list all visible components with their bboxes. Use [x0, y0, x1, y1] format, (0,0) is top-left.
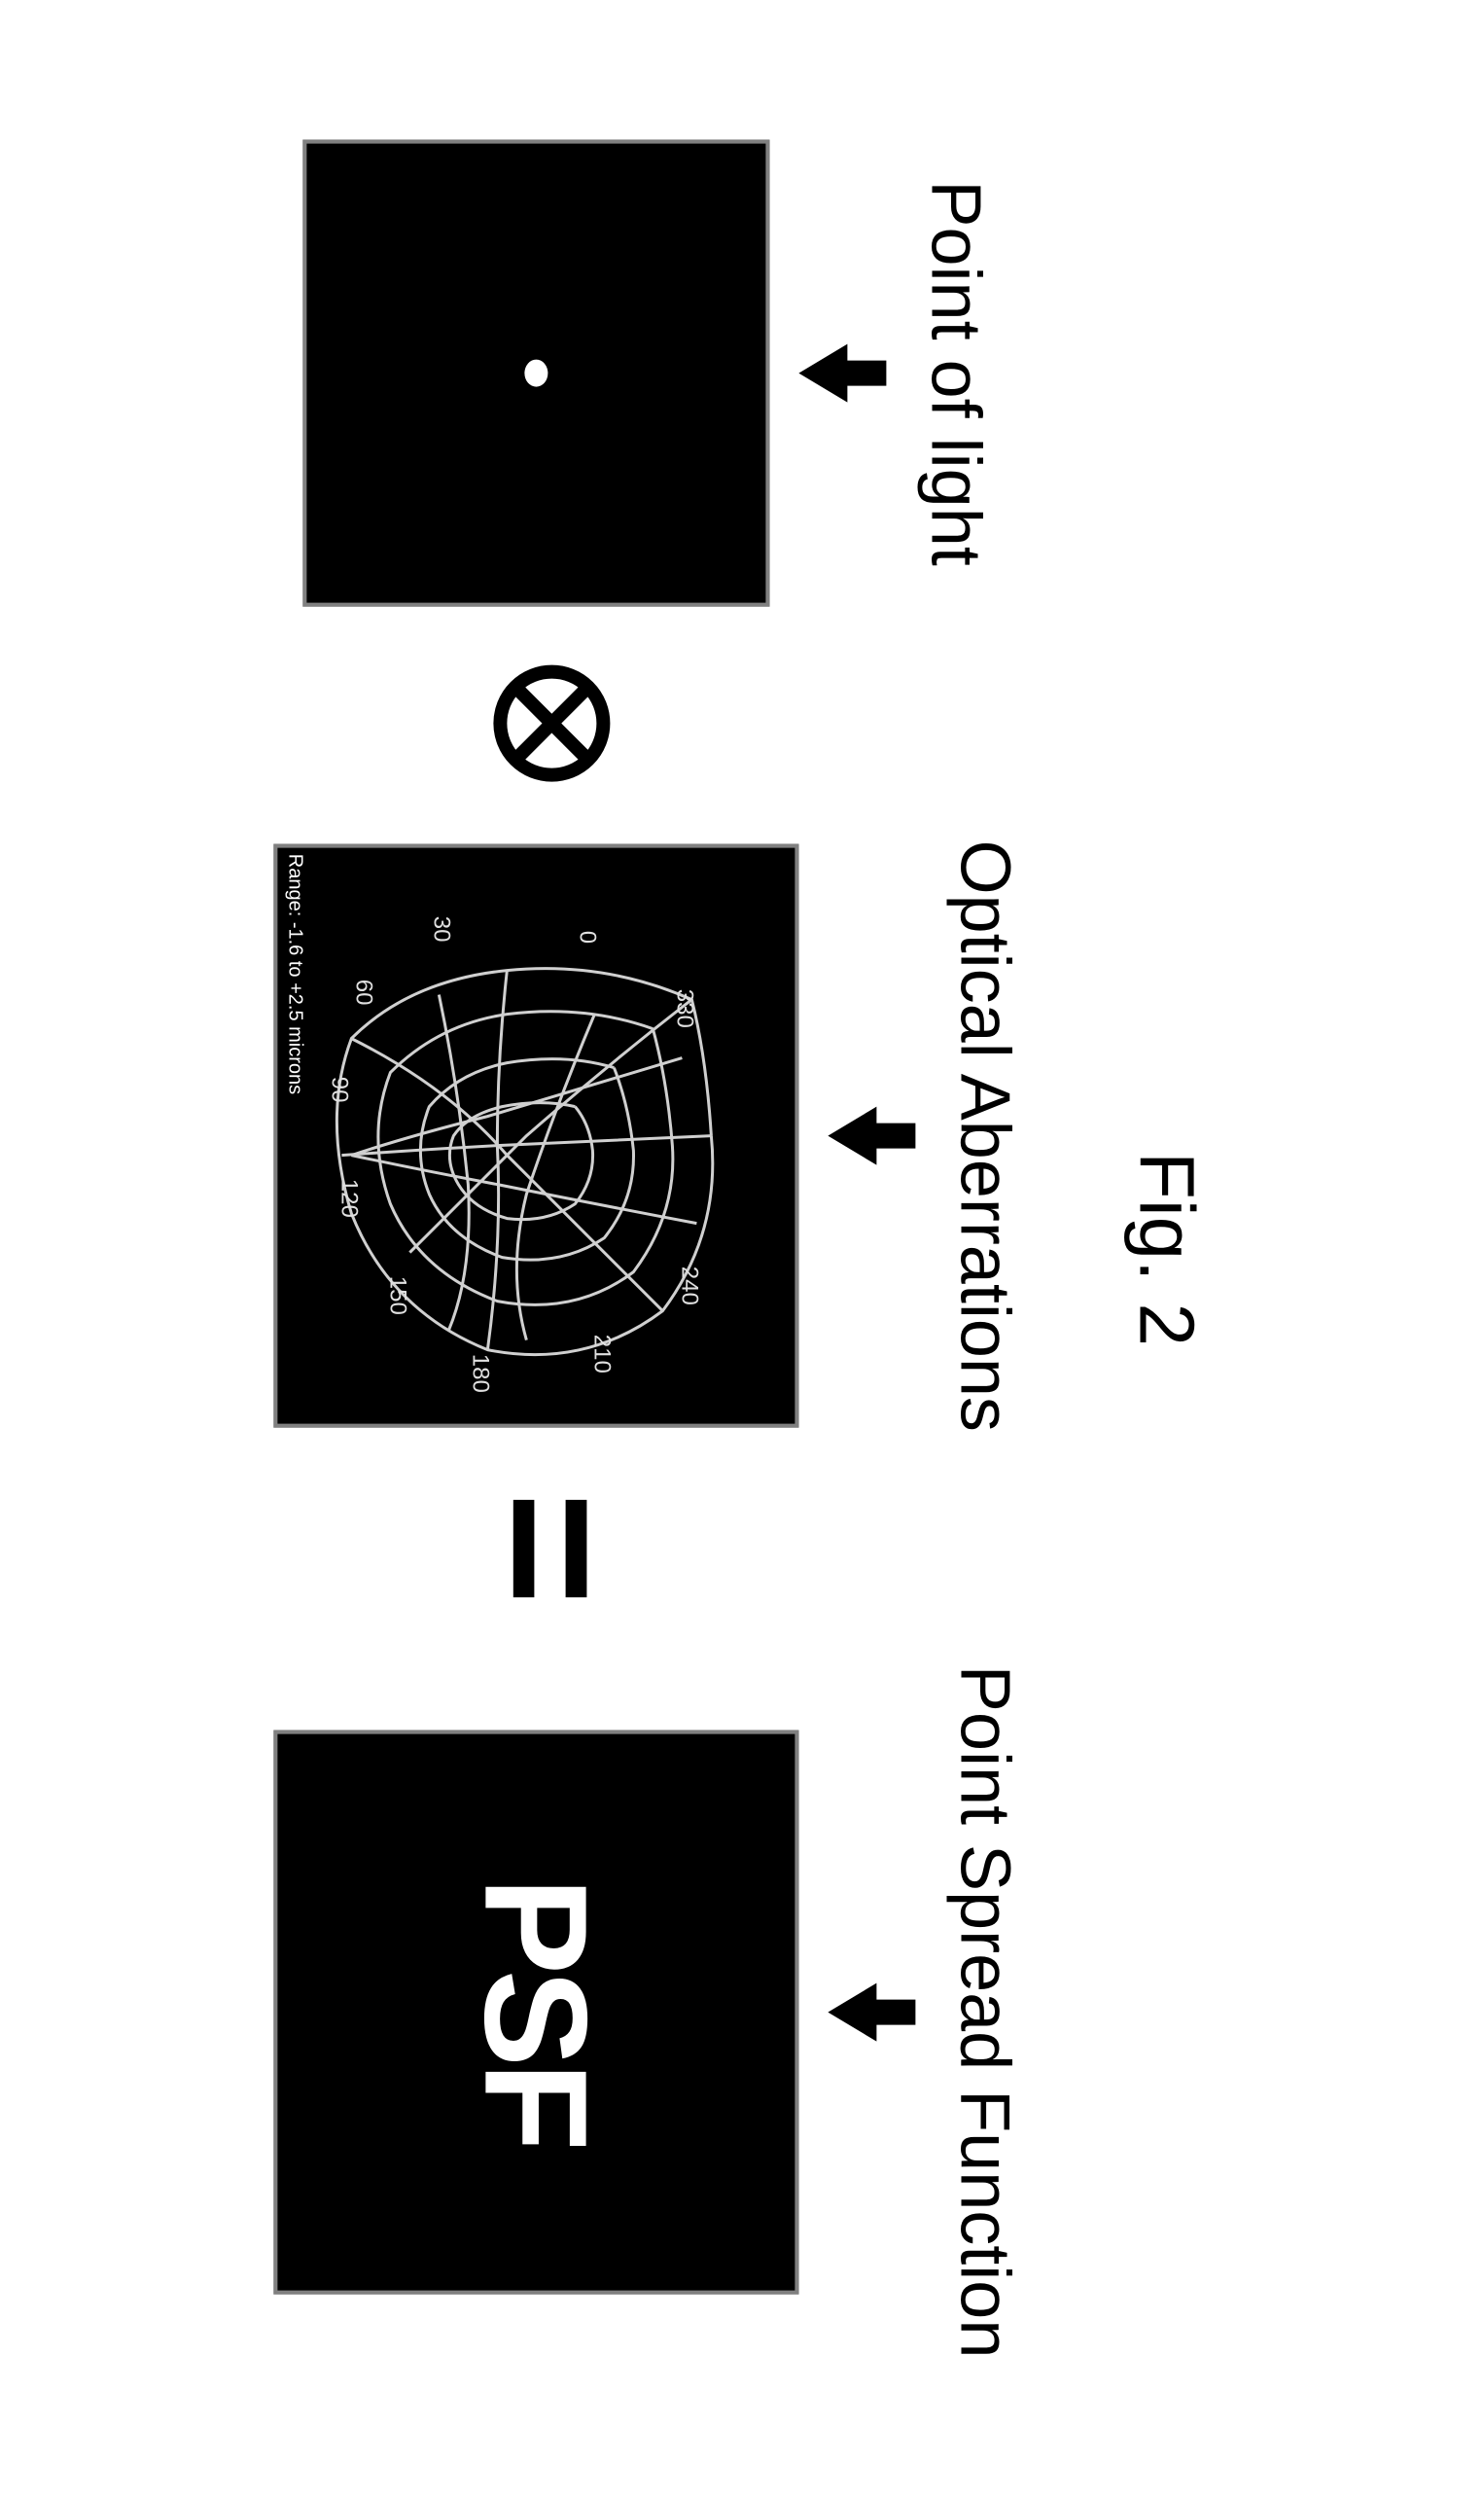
wavefront-mesh-icon	[293, 864, 779, 1409]
tensor-product-icon	[493, 665, 610, 782]
arrow-icon	[828, 1982, 915, 2041]
angle-label: 330	[670, 989, 697, 1028]
angle-label: 120	[335, 1179, 362, 1218]
equals-icon: =	[454, 1492, 649, 1606]
optical-aberrations-panel: 0 30 60 90 120 150 180 210 240 330 Range…	[273, 844, 798, 1428]
psf-panel: PSF	[273, 1730, 798, 2294]
figure-page: Fig. 2 Point of light Optical Aberration…	[273, 140, 1211, 2359]
equation-row: Point of light Optical Aberrations	[273, 140, 1024, 2359]
angle-label: 30	[427, 916, 454, 943]
range-label: Range: -1.6 to +2.5 microns	[283, 854, 305, 1094]
angle-label: 0	[573, 931, 600, 944]
equals-operator: =	[289, 1471, 814, 1626]
angle-label: 210	[587, 1335, 615, 1374]
point-of-light-panel	[302, 140, 769, 607]
figure-title: Fig. 2	[1121, 1152, 1211, 1346]
optical-aberrations-column: Optical Aberrations	[273, 840, 1024, 1432]
convolution-operator	[289, 646, 814, 802]
angle-label: 60	[349, 980, 376, 1006]
psf-text: PSF	[452, 1877, 620, 2147]
light-point-icon	[524, 360, 548, 387]
arrow-icon	[828, 1107, 915, 1165]
arrow-icon	[798, 344, 886, 403]
optical-aberrations-label: Optical Aberrations	[944, 840, 1024, 1432]
angle-label: 150	[383, 1276, 410, 1315]
angle-label: 90	[325, 1077, 352, 1103]
point-of-light-column: Point of light	[302, 140, 995, 607]
psf-column: Point Spread Function PSF	[273, 1665, 1024, 2358]
angle-label: 240	[675, 1267, 702, 1305]
psf-label: Point Spread Function	[944, 1665, 1024, 2358]
angle-label: 180	[466, 1354, 493, 1393]
point-of-light-label: Point of light	[915, 180, 995, 565]
